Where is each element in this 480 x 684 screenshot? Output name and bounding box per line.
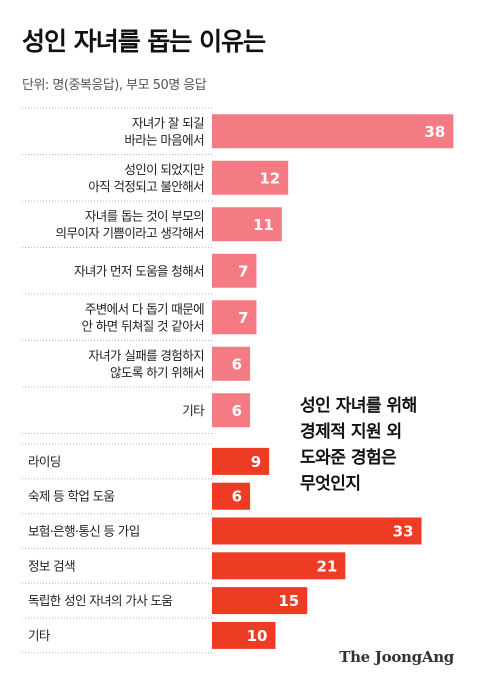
category-label: 숙제 등 학업 도움 xyxy=(28,489,115,504)
category-label: 자녀를 돕는 것이 부모의 xyxy=(85,208,204,223)
bar-help-4 xyxy=(212,552,346,580)
category-label: 않도록 하기 위해서 xyxy=(110,365,204,380)
value-label: 12 xyxy=(259,169,280,187)
value-label: 7 xyxy=(238,262,248,280)
bar-help-5 xyxy=(212,587,308,615)
category-label: 안 하면 뒤쳐질 것 같아서 xyxy=(82,318,205,333)
category-label: 정보 검색 xyxy=(28,558,75,573)
bar-reason-1 xyxy=(212,114,454,149)
category-label: 기타 xyxy=(28,628,51,643)
source-logo: The JoongAng xyxy=(339,648,454,666)
value-label: 38 xyxy=(424,123,445,141)
category-label: 라이딩 xyxy=(28,454,61,469)
bar-reason-6 xyxy=(212,346,251,381)
value-label: 33 xyxy=(393,523,414,541)
category-label: 주변에서 다 돕기 때문에 xyxy=(85,301,204,316)
bar-help-2 xyxy=(212,482,251,510)
value-label: 6 xyxy=(232,488,242,506)
value-label: 9 xyxy=(251,453,261,471)
category-label: 아직 걱정되고 불안해서 xyxy=(88,179,204,194)
value-label: 10 xyxy=(247,627,268,645)
category-label: 자녀가 먼저 도움을 청해서 xyxy=(74,263,204,278)
category-label: 보험·은행·통신 등 가입 xyxy=(28,524,140,539)
category-label: 바라는 마음에서 xyxy=(124,132,204,147)
bar-help-6 xyxy=(212,621,276,649)
value-label: 15 xyxy=(278,592,299,610)
bar-reason-3 xyxy=(212,207,282,242)
category-label: 의무이자 기쁨이라고 생각해서 xyxy=(56,225,204,240)
category-label: 자녀가 잘 되길 xyxy=(132,115,204,130)
value-label: 6 xyxy=(232,402,242,420)
bar-reason-5 xyxy=(212,300,257,335)
bar-help-1 xyxy=(212,447,270,475)
bar-reason-2 xyxy=(212,160,289,195)
category-label: 자녀가 실패를 경험하지 xyxy=(88,348,204,363)
chart-subtitle: 단위: 명(중복응답), 부모 50명 응답 xyxy=(22,78,207,93)
bar-reason-7 xyxy=(212,393,251,428)
value-label: 6 xyxy=(232,355,242,373)
chart-title: 성인 자녀를 돕는 이유는 xyxy=(22,27,266,56)
value-label: 7 xyxy=(238,309,248,327)
second-chart-title: 성인 자녀를 위해 경제적 지원 외 도와준 경험은 무엇인지 xyxy=(300,396,417,494)
category-label: 기타 xyxy=(182,403,205,418)
bar-reason-4 xyxy=(212,253,257,288)
value-label: 21 xyxy=(316,557,337,575)
category-label: 성인이 되었지만 xyxy=(124,162,205,177)
value-label: 11 xyxy=(253,216,274,234)
category-label: 독립한 성인 자녀의 가사 도움 xyxy=(28,593,172,608)
bar-help-3 xyxy=(212,517,422,545)
